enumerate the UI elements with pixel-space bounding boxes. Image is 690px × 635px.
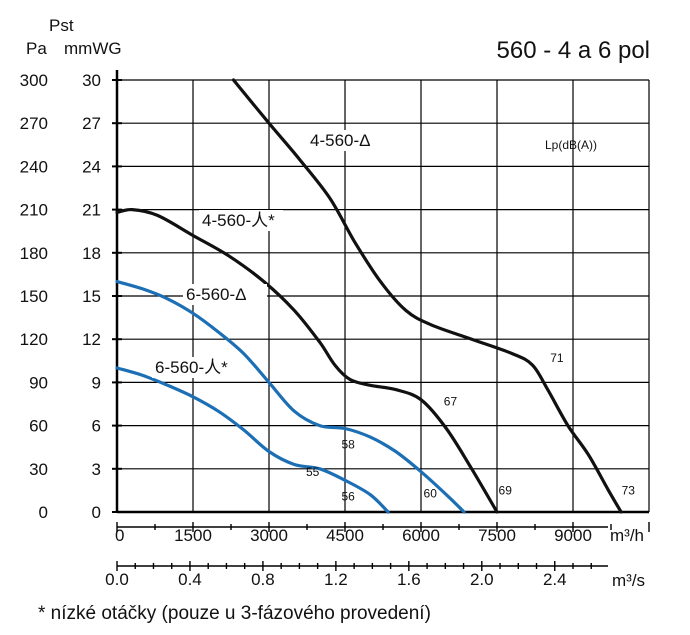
x-tick-label-m3s: 2.0	[470, 570, 494, 589]
y-tick-label-mmwg: 30	[82, 71, 101, 90]
x-tick-label-m3s: 1.6	[397, 570, 421, 589]
series-3-label-bg	[183, 284, 267, 305]
x-tick-label-m3h: 7500	[478, 526, 516, 545]
series-1-name-label: 4-560-Δ	[310, 131, 371, 150]
y-unit-left: Pa	[26, 39, 47, 58]
series-1-db-label: 71	[550, 351, 564, 365]
x-tick-label-m3h: 4500	[326, 526, 364, 545]
axes	[112, 70, 650, 571]
x-tick-label-m3h: 3000	[250, 526, 288, 545]
y-tick-label-pa: 240	[20, 157, 48, 176]
y-tick-label-pa: 300	[20, 71, 48, 90]
chart-title: 560 - 4 a 6 pol	[497, 37, 650, 64]
y-tick-label-mmwg: 18	[82, 244, 101, 263]
series-3-line	[115, 280, 466, 514]
lp-label: Lp(dB(A))	[545, 138, 597, 152]
y-unit-right: mmWG	[64, 39, 122, 58]
series-4-db-label: 56	[341, 489, 355, 503]
grid	[117, 79, 650, 512]
series-1-db-label: 73	[622, 484, 636, 498]
x-tick-label-m3h: 6000	[402, 526, 440, 545]
y-tick-label-mmwg: 12	[82, 330, 101, 349]
y-tick-label-pa: 210	[20, 201, 48, 220]
y-tick-label-mmwg: 3	[92, 460, 101, 479]
series-labels: 4-560-Δ 71 73 4-560-人* 67 69 6-560-Δ 58 60 6-560-…	[152, 130, 635, 503]
series-3-db-label: 58	[341, 438, 355, 452]
y-tick-label-pa: 90	[29, 373, 48, 392]
x-unit-top: m³/h	[610, 526, 644, 545]
series-1-line	[231, 78, 623, 514]
series-2-line	[115, 207, 499, 514]
x-tick-label-m3s: 2.4	[543, 570, 567, 589]
series-3-db-label: 60	[424, 487, 438, 501]
y-tick-label-pa: 180	[20, 244, 48, 263]
series-4-line	[115, 366, 390, 514]
series-lines	[115, 78, 623, 514]
y-tick-label-pa: 120	[20, 330, 48, 349]
y-tick-label-mmwg: 9	[92, 373, 101, 392]
x-tick-label-m3h: 0	[115, 526, 124, 545]
tick-labels: 3002702402101801501209060300302724211815…	[20, 71, 592, 589]
series-1-label-bg	[307, 130, 391, 151]
x-tick-label-m3s: 0.4	[178, 570, 202, 589]
series-2-db-label: 67	[444, 394, 458, 408]
series-4-name-label: 6-560-人*	[155, 358, 228, 377]
series-2-label-bg	[199, 210, 283, 231]
x-unit-bottom: m³/s	[612, 571, 645, 590]
y-tick-label-mmwg: 0	[92, 503, 101, 522]
y-tick-label-mmwg: 15	[82, 287, 101, 306]
y-tick-label-mmwg: 6	[92, 417, 101, 436]
footnote: * nízké otáčky (pouze u 3-fázového prove…	[38, 603, 431, 624]
y-tick-label-mmwg: 21	[82, 201, 101, 220]
y-tick-label-pa: 270	[20, 114, 48, 133]
y-tick-label-pa: 150	[20, 287, 48, 306]
series-2-name-label: 4-560-人*	[202, 211, 275, 230]
x-tick-label-m3h: 1500	[174, 526, 212, 545]
series-4-db-label: 55	[306, 465, 320, 479]
series-4-label-bg	[152, 357, 236, 378]
x-tick-label-m3s: 0.8	[251, 570, 275, 589]
x-tick-label-m3s: 1.2	[324, 570, 348, 589]
x-tick-label-m3h: 9000	[554, 526, 592, 545]
x-tick-label-m3s: 0.0	[105, 570, 129, 589]
series-3-name-label: 6-560-Δ	[186, 285, 247, 304]
y-tick-label-pa: 0	[39, 503, 48, 522]
y-tick-label-pa: 60	[29, 417, 48, 436]
y-tick-label-pa: 30	[29, 460, 48, 479]
series-2-db-label: 69	[499, 484, 513, 498]
y-axis-label: Pst	[49, 16, 74, 35]
y-tick-label-mmwg: 27	[82, 114, 101, 133]
y-tick-label-mmwg: 24	[82, 157, 101, 176]
